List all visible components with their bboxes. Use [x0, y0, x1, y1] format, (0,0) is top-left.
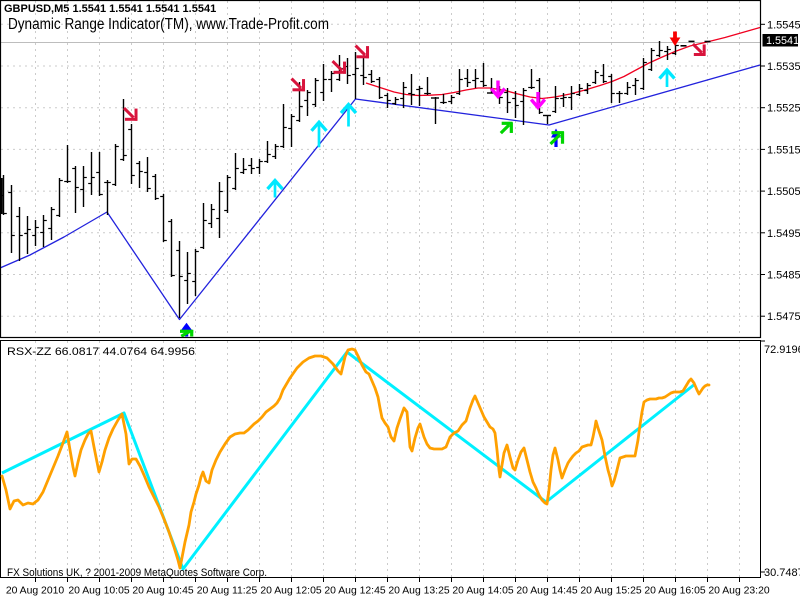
svg-text:20 Aug 12:45: 20 Aug 12:45 [324, 586, 385, 597]
svg-text:20 Aug 10:45: 20 Aug 10:45 [132, 586, 193, 597]
svg-text:20 Aug 11:25: 20 Aug 11:25 [197, 586, 258, 597]
svg-text:GBPUSD,M5 1.5541 1.5541 1.554: GBPUSD,M5 1.5541 1.5541 1.5541 1.5541 [4, 3, 216, 15]
svg-text:RSX-ZZ 66.0817 44.0764 64.9956: RSX-ZZ 66.0817 44.0764 64.9956 [7, 346, 195, 358]
svg-text:20 Aug 12:05: 20 Aug 12:05 [260, 586, 321, 597]
svg-text:1.5505: 1.5505 [767, 186, 800, 198]
svg-text:FX Solutions UK, ? 2001-2009 M: FX Solutions UK, ? 2001-2009 MetaQuotes … [7, 567, 267, 579]
svg-text:1.5525: 1.5525 [767, 103, 800, 115]
svg-text:Dynamic Range Indicator(TM), w: Dynamic Range Indicator(TM), www.Trade-P… [8, 16, 329, 33]
svg-text:1.5541: 1.5541 [766, 35, 799, 47]
svg-text:20 Aug 10:05: 20 Aug 10:05 [68, 586, 129, 597]
svg-text:20 Aug 14:45: 20 Aug 14:45 [516, 586, 577, 597]
svg-text:20 Aug 23:20: 20 Aug 23:20 [708, 586, 769, 597]
svg-text:1.5545: 1.5545 [767, 19, 800, 31]
svg-text:1.5485: 1.5485 [767, 270, 800, 282]
svg-text:1.5515: 1.5515 [767, 144, 800, 156]
svg-text:20 Aug 16:05: 20 Aug 16:05 [644, 586, 705, 597]
svg-text:72.9196: 72.9196 [764, 344, 800, 356]
svg-text:20 Aug 15:25: 20 Aug 15:25 [580, 586, 641, 597]
svg-text:1.5475: 1.5475 [767, 311, 800, 323]
svg-text:20 Aug 2010: 20 Aug 2010 [6, 586, 65, 597]
svg-text:30.7487: 30.7487 [764, 567, 800, 579]
svg-text:20 Aug 13:25: 20 Aug 13:25 [388, 586, 449, 597]
svg-text:1.5535: 1.5535 [767, 61, 800, 73]
svg-text:20 Aug 14:05: 20 Aug 14:05 [452, 586, 513, 597]
svg-text:1.5495: 1.5495 [767, 228, 800, 240]
